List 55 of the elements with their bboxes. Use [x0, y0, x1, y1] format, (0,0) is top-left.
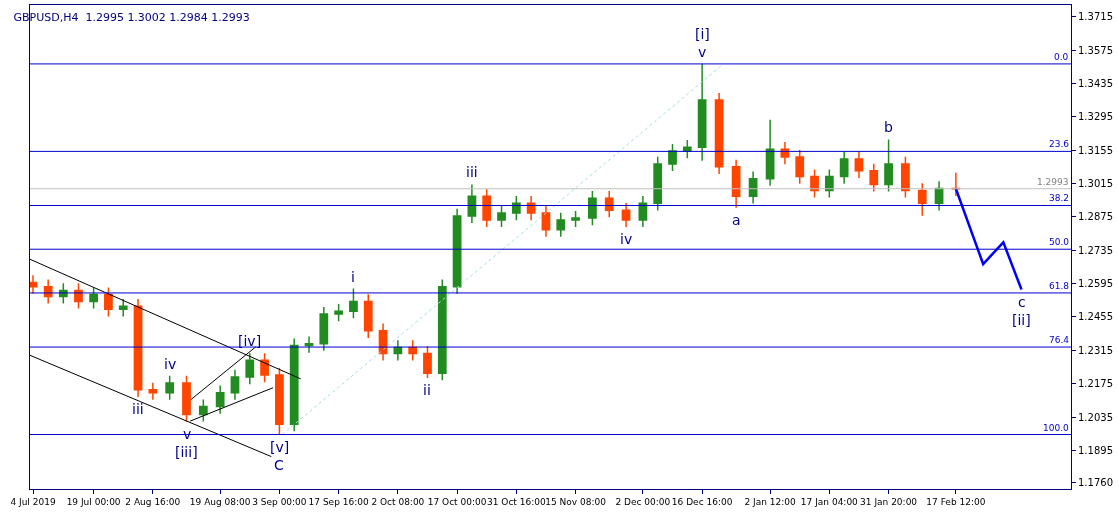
y-tick-label: 1.1760 — [1078, 477, 1113, 489]
y-tick-label: 1.3015 — [1078, 177, 1113, 189]
ref-line-label: 61.8 — [1049, 281, 1070, 291]
y-tick-label: 1.2595 — [1078, 278, 1113, 290]
y-tick-label: 1.2315 — [1078, 344, 1113, 356]
annotation: [ii] — [1012, 312, 1031, 328]
y-tick-label: 1.3155 — [1078, 144, 1113, 156]
y-tick-label: 1.3715 — [1078, 11, 1113, 23]
x-tick-label: 31 Jan 20:00 — [860, 496, 918, 507]
annotation: i — [351, 269, 355, 285]
annotation: c — [1018, 294, 1026, 310]
x-tick-label: 19 Jul 00:00 — [66, 496, 121, 507]
y-tick-label: 1.2875 — [1078, 211, 1113, 223]
annotation: b — [884, 119, 893, 135]
y-tick-label: 1.3575 — [1078, 44, 1113, 56]
y-tick-label: 1.2175 — [1078, 378, 1113, 390]
x-tick-label: 17 Oct 00:00 — [427, 496, 487, 507]
y-tick-label: 1.2455 — [1078, 311, 1113, 323]
x-tick-label: 17 Feb 12:00 — [926, 496, 986, 507]
ref-line-label: 50.0 — [1049, 237, 1070, 247]
annotation: ii — [423, 382, 431, 398]
annotation: a — [732, 212, 741, 228]
x-tick-label: 2 Jan 12:00 — [744, 496, 797, 507]
ref-line-label: 76.4 — [1049, 335, 1070, 345]
x-tick-label: 3 Sep 00:00 — [252, 496, 307, 507]
annotation: [iii] — [175, 444, 198, 460]
annotation: v — [698, 44, 707, 60]
x-tick-label: 2 Dec 00:00 — [615, 496, 671, 507]
y-tick-label: 1.2035 — [1078, 411, 1113, 423]
ref-line-label: 38.2 — [1049, 193, 1070, 203]
ref-line-label: 23.6 — [1049, 139, 1070, 149]
annotation: [i] — [695, 26, 710, 42]
y-tick-label: 1.2735 — [1078, 244, 1113, 256]
y-tick-label: 1.1895 — [1078, 444, 1113, 456]
annotation: [iv] — [238, 333, 262, 349]
annotation: [v] — [270, 439, 290, 455]
x-tick-label: 15 Nov 08:00 — [545, 496, 607, 507]
x-tick-label: 16 Dec 16:00 — [671, 496, 733, 507]
x-tick-label: 17 Sep 16:00 — [308, 496, 369, 507]
annotation: iv — [164, 356, 177, 372]
ref-line-label: 1.2993 — [1037, 177, 1069, 187]
y-tick-label: 1.3295 — [1078, 111, 1113, 123]
ref-line-label: 100.0 — [1043, 423, 1070, 433]
y-tick-label: 1.3435 — [1078, 77, 1113, 89]
annotation: iii — [466, 164, 478, 180]
x-tick-label: 31 Oct 16:00 — [487, 496, 546, 507]
ref-line-label: 0.0 — [1054, 52, 1069, 62]
x-tick-label: 2 Aug 16:00 — [125, 496, 181, 507]
x-tick-label: 2 Oct 08:00 — [371, 496, 425, 507]
x-tick-label: 17 Jan 04:00 — [800, 496, 859, 507]
x-tick-label: 19 Aug 08:00 — [189, 496, 251, 507]
annotation: C — [274, 457, 284, 473]
x-tick-label: 4 Jul 2019 — [10, 496, 56, 507]
annotation: iv — [620, 231, 633, 247]
annotation: iii — [132, 401, 144, 417]
